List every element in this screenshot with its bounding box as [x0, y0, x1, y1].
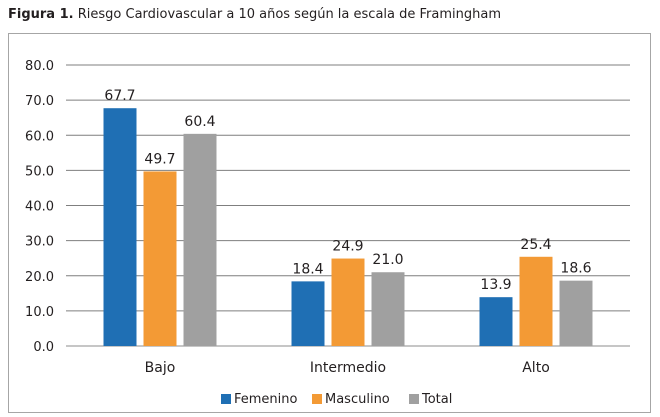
legend-label: Femenino — [234, 392, 298, 407]
bar-total-bajo — [183, 133, 217, 346]
bar-masculino-bajo — [143, 171, 177, 346]
x-category-label: Intermedio — [310, 360, 386, 376]
legend-swatch-total — [409, 394, 419, 404]
y-tick-label: 60.0 — [25, 129, 54, 144]
y-tick-label: 40.0 — [25, 200, 54, 215]
data-label: 25.4 — [520, 237, 551, 253]
legend-label: Total — [421, 392, 452, 407]
data-label: 49.7 — [144, 151, 175, 167]
chart-frame — [8, 33, 651, 413]
legend-swatch-masculino — [312, 394, 322, 404]
y-tick-label: 70.0 — [25, 94, 54, 109]
figure-title: Riesgo Cardiovascular a 10 años según la… — [77, 7, 501, 22]
bar-femenino-alto — [479, 297, 513, 346]
y-tick-label: 0.0 — [33, 340, 54, 355]
data-label: 13.9 — [480, 277, 511, 293]
y-tick-label: 30.0 — [25, 235, 54, 250]
data-label: 18.4 — [292, 261, 323, 277]
y-tick-label: 10.0 — [25, 305, 54, 320]
bar-femenino-intermedio — [291, 281, 325, 346]
y-tick-label: 50.0 — [25, 164, 54, 179]
bar-masculino-intermedio — [331, 258, 365, 346]
data-label: 18.6 — [560, 261, 591, 277]
figure-label: Figura 1. — [8, 7, 74, 22]
y-tick-label: 20.0 — [25, 270, 54, 285]
data-label: 24.9 — [332, 239, 363, 255]
bar-masculino-alto — [519, 256, 553, 346]
x-category-label: Alto — [522, 360, 550, 376]
data-label: 60.4 — [184, 114, 215, 130]
figure-caption: Figura 1. Riesgo Cardiovascular a 10 año… — [8, 7, 501, 22]
data-label: 21.0 — [372, 252, 403, 268]
bar-total-alto — [559, 280, 593, 346]
legend-swatch-femenino — [221, 394, 231, 404]
bar-total-intermedio — [371, 272, 405, 346]
bar-femenino-bajo — [103, 108, 137, 346]
data-label: 67.7 — [104, 88, 135, 104]
legend-label: Masculino — [325, 392, 390, 407]
x-category-label: Bajo — [145, 360, 176, 376]
y-tick-label: 80.0 — [25, 59, 54, 74]
